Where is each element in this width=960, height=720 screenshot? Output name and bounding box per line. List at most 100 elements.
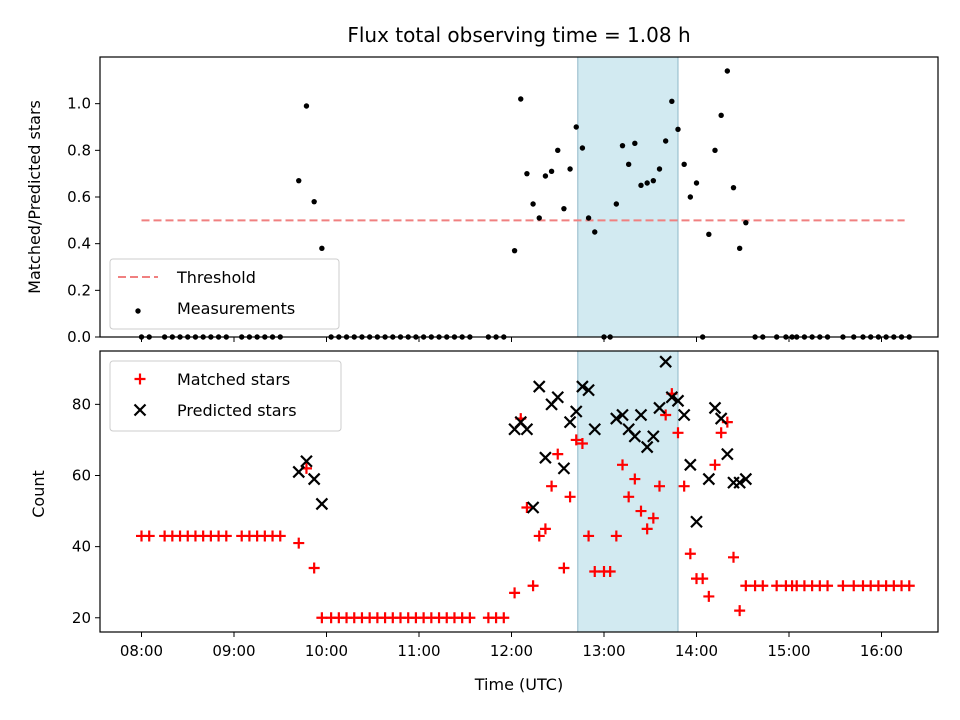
measurement-point xyxy=(319,245,325,252)
matched-point xyxy=(617,459,628,471)
matched-point xyxy=(660,409,672,421)
bottom-y-axis-label: Count xyxy=(29,470,48,518)
predicted-point xyxy=(690,515,703,529)
predicted-point xyxy=(300,454,313,468)
matched-point xyxy=(570,434,582,446)
matched-point xyxy=(533,530,545,542)
measurement-point xyxy=(561,205,567,212)
measurement-point xyxy=(669,98,675,105)
x-tick-label: 13:00 xyxy=(582,642,625,660)
matched-point xyxy=(623,491,635,503)
measurement-point xyxy=(736,245,743,252)
legend-label: Threshold xyxy=(176,268,256,287)
axes-frame xyxy=(99,350,939,633)
matched-point xyxy=(316,612,328,624)
predicted-point xyxy=(677,408,691,422)
matched-point xyxy=(728,551,739,563)
matched-point xyxy=(604,566,616,578)
measurement-point xyxy=(718,112,724,119)
y-tick-label: 0.4 xyxy=(67,235,91,253)
measurement-point xyxy=(706,231,712,238)
matched-point xyxy=(903,580,915,592)
measurement-point xyxy=(712,147,718,154)
matched-point xyxy=(552,448,564,460)
measurement-point xyxy=(675,126,681,133)
x-tick-label: 09:00 xyxy=(212,642,255,660)
measurement-point xyxy=(579,145,586,151)
predicted-point xyxy=(714,412,728,425)
x-tick-label: 12:00 xyxy=(490,642,533,660)
legend-box xyxy=(109,258,340,330)
matched-point xyxy=(684,548,696,560)
legend-box xyxy=(109,360,342,432)
x-tick-label: 11:00 xyxy=(397,642,440,660)
measurement-point xyxy=(662,138,669,144)
matched-point xyxy=(308,562,320,574)
matched-point xyxy=(672,427,684,439)
matched-point xyxy=(740,580,752,592)
y-tick-label: 40 xyxy=(72,538,91,556)
y-tick-label: 0.8 xyxy=(67,141,91,159)
predicted-point xyxy=(733,476,746,489)
legend-swatch xyxy=(133,403,147,417)
measurement-point xyxy=(536,215,542,221)
matched-point xyxy=(274,530,286,542)
matched-point xyxy=(464,612,476,624)
predicted-point xyxy=(526,501,540,514)
matched-point xyxy=(757,580,769,592)
predicted-point xyxy=(684,458,697,472)
predicted-point xyxy=(569,405,583,418)
measurement-point xyxy=(724,68,731,74)
matched-point xyxy=(678,480,690,492)
matched-point xyxy=(629,473,641,485)
predicted-point xyxy=(721,447,734,461)
x-tick-label: 08:00 xyxy=(120,642,163,660)
measurement-point xyxy=(625,161,632,168)
predicted-point xyxy=(739,472,753,486)
measurement-point xyxy=(693,180,700,186)
measurement-point xyxy=(530,201,536,207)
predicted-point xyxy=(665,390,679,404)
y-tick-label: 20 xyxy=(72,609,91,627)
predicted-point xyxy=(520,422,534,436)
measurement-point xyxy=(619,142,626,149)
measurement-point xyxy=(681,161,687,168)
measurement-point xyxy=(296,177,302,184)
matched-point xyxy=(564,491,576,503)
y-tick-label: 60 xyxy=(72,466,91,484)
matched-point xyxy=(589,566,601,578)
matched-point xyxy=(647,512,659,524)
measurement-point xyxy=(303,103,310,109)
matched-point xyxy=(771,580,783,592)
measurement-point xyxy=(656,166,663,172)
measurement-point xyxy=(573,124,579,130)
measurement-point xyxy=(311,198,317,205)
matched-point xyxy=(848,580,860,592)
y-tick-label: 0.6 xyxy=(67,188,91,206)
predicted-point xyxy=(610,412,623,425)
matched-point xyxy=(715,427,727,439)
matched-point xyxy=(709,459,721,471)
predicted-point xyxy=(616,408,629,422)
matched-point xyxy=(509,587,521,599)
measurement-point xyxy=(555,147,561,154)
highlight-span xyxy=(577,56,679,338)
matched-point xyxy=(697,573,709,585)
predicted-point xyxy=(557,462,571,475)
x-axis-label: Time (UTC) xyxy=(474,675,563,694)
predicted-point xyxy=(640,440,654,454)
matched-point xyxy=(654,480,665,492)
series-measurements xyxy=(138,68,912,340)
predicted-point xyxy=(539,451,552,464)
predicted-point xyxy=(653,401,666,415)
matched-point xyxy=(521,502,533,514)
predicted-point xyxy=(671,394,685,408)
predicted-point xyxy=(659,355,672,368)
predicted-point xyxy=(307,472,321,486)
predicted-point xyxy=(292,465,306,479)
count-panel: 20 40 60 80 08:00 09:00 10:00 11:00 12:00 13:00 14… xyxy=(72,350,939,660)
legend-label: Measurements xyxy=(177,299,295,318)
measurement-point xyxy=(518,96,524,102)
legend: Matched stars Predicted stars xyxy=(109,360,342,432)
measurement-point xyxy=(687,194,694,200)
